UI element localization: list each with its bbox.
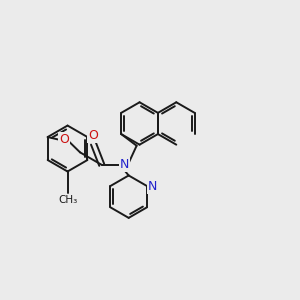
Text: O: O — [59, 134, 69, 146]
Text: N: N — [148, 180, 157, 193]
Text: CH₃: CH₃ — [58, 195, 77, 205]
Text: N: N — [120, 158, 129, 171]
Text: O: O — [88, 129, 98, 142]
